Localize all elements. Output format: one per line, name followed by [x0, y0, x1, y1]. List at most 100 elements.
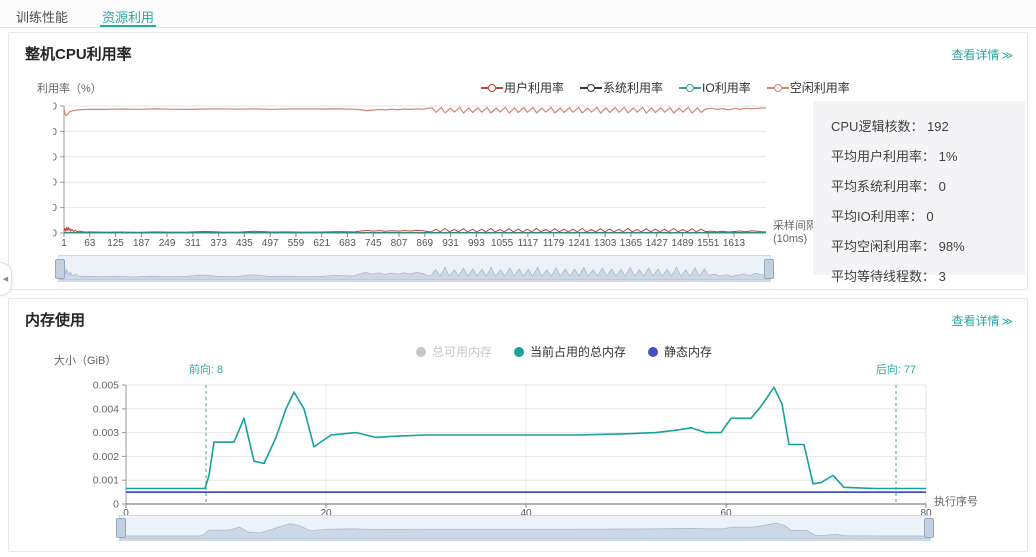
tab-bar: 训练性能 资源利用	[0, 0, 1036, 28]
legend-circle-icon	[686, 83, 695, 92]
tab-training-performance[interactable]: 训练性能	[16, 10, 69, 25]
cpu-datazoom-preview	[59, 263, 770, 281]
legend-label: 静态内存	[664, 345, 713, 359]
svg-text:559: 559	[288, 238, 305, 249]
legend-item-total-available-memory[interactable]: 总可用内存	[416, 343, 492, 360]
stat-avg-waiting-threads: 平均等待线程数： 3	[831, 269, 946, 284]
svg-text:869: 869	[416, 238, 433, 249]
svg-text:0.003: 0.003	[93, 427, 119, 439]
svg-text:80: 80	[53, 126, 57, 138]
x-unit-line1: 采样间隔	[773, 220, 817, 232]
datazoom-right-handle[interactable]	[764, 258, 774, 279]
legend-item-idle-utilization[interactable]: 空闲利用率	[766, 79, 850, 96]
stat-avg-idle-utilization: 平均空闲利用率： 98%	[831, 239, 965, 254]
view-details-link[interactable]: 查看详情 ≫	[951, 46, 1013, 63]
legend-label: 系统利用率	[603, 81, 664, 95]
legend-label: 用户利用率	[504, 81, 565, 95]
legend-label: 总可用内存	[432, 345, 493, 359]
memory-chart-canvas[interactable]: 0 0.001 0.002 0.003 0.004 0.005 0 20 40 60 80 前向: 8…	[56, 359, 961, 519]
svg-text:187: 187	[133, 238, 150, 249]
double-arrow-icon: ≫	[1001, 316, 1013, 328]
svg-text:497: 497	[262, 238, 279, 249]
legend-item-io-utilization[interactable]: IO利用率	[679, 79, 751, 96]
memory-chart-legend: 总可用内存 当前占用的总内存 静态内存	[416, 343, 712, 360]
memory-usage-panel: 内存使用 查看详情 ≫ 总可用内存 当前占用的总内存 静态内存 大小（GiB） 0…	[8, 298, 1028, 552]
memory-x-axis-label: 执行序号	[934, 496, 978, 508]
panel-title: 内存使用	[25, 312, 86, 329]
legend-item-user-utilization[interactable]: 用户利用率	[481, 79, 564, 96]
cpu-datazoom-slider[interactable]	[55, 255, 774, 282]
svg-text:40: 40	[520, 508, 532, 519]
legend-label: 空闲利用率	[789, 81, 850, 95]
panel-title: 整机CPU利用率	[25, 46, 132, 63]
datazoom-right-handle[interactable]	[924, 518, 934, 538]
legend-circle-icon	[773, 83, 782, 92]
datazoom-left-handle[interactable]	[55, 258, 65, 279]
svg-text:100: 100	[53, 101, 57, 113]
svg-text:1179: 1179	[543, 238, 565, 249]
svg-text:0.004: 0.004	[93, 403, 119, 415]
svg-text:0.002: 0.002	[93, 451, 119, 463]
legend-label: 当前占用的总内存	[530, 345, 627, 359]
svg-text:80: 80	[920, 508, 932, 519]
svg-text:745: 745	[365, 238, 382, 249]
svg-text:0.005: 0.005	[93, 380, 119, 392]
memory-y-axis-label: 大小（GiB）	[54, 355, 117, 367]
cpu-utilization-panel: 整机CPU利用率 查看详情 ≫ 用户利用率 系统利用率 IO利用率 空闲利用率 利…	[8, 32, 1028, 314]
svg-text:1: 1	[61, 238, 67, 249]
x-unit-line2: (10ms)	[773, 233, 808, 245]
svg-text:0: 0	[53, 228, 57, 240]
svg-text:1055: 1055	[491, 238, 514, 249]
stat-cpu-logical-cores: CPU逻辑核数： 192	[831, 119, 949, 134]
stat-avg-system-utilization: 平均系统利用率： 0	[831, 179, 946, 194]
svg-text:1117: 1117	[517, 238, 538, 249]
cpu-chart-canvas[interactable]: 0 20 40 60 80 100 1 63 125 187 249 311 373 435 497 559 6…	[53, 97, 779, 249]
cpu-y-axis-label: 利用率（%）	[37, 83, 102, 95]
legend-label: IO利用率	[702, 81, 751, 95]
svg-text:435: 435	[236, 238, 253, 249]
svg-text:60: 60	[720, 508, 732, 519]
svg-text:1427: 1427	[646, 238, 669, 249]
collapse-sidebar-handle[interactable]: ◀	[0, 262, 12, 296]
svg-text:后向: 77: 后向: 77	[876, 362, 916, 376]
chevron-left-icon: ◀	[2, 275, 9, 283]
datazoom-left-handle[interactable]	[116, 518, 126, 538]
svg-text:63: 63	[84, 238, 96, 249]
view-details-label: 查看详情	[951, 48, 1000, 62]
svg-text:1551: 1551	[697, 238, 720, 249]
cpu-x-axis-unit-label: 采样间隔 (10ms)	[773, 220, 817, 246]
legend-item-system-utilization[interactable]: 系统利用率	[580, 79, 663, 96]
svg-text:1489: 1489	[671, 238, 694, 249]
view-details-link[interactable]: 查看详情 ≫	[951, 312, 1013, 329]
svg-text:60: 60	[53, 151, 57, 163]
legend-item-current-used-memory[interactable]: 当前占用的总内存	[514, 343, 626, 360]
svg-text:683: 683	[339, 238, 356, 249]
legend-circle-icon	[488, 83, 496, 92]
svg-text:前向: 8: 前向: 8	[189, 362, 223, 376]
memory-datazoom-slider[interactable]	[116, 515, 934, 541]
svg-text:125: 125	[107, 238, 124, 249]
svg-text:0.001: 0.001	[93, 475, 119, 487]
svg-text:621: 621	[313, 238, 330, 249]
svg-text:20: 20	[320, 508, 332, 519]
svg-text:1365: 1365	[620, 238, 643, 249]
view-details-label: 查看详情	[951, 314, 1000, 328]
svg-text:20: 20	[53, 202, 57, 214]
double-arrow-icon: ≫	[1001, 50, 1013, 62]
svg-text:0: 0	[123, 508, 129, 519]
cpu-chart-legend: 用户利用率 系统利用率 IO利用率 空闲利用率	[481, 79, 850, 96]
svg-text:40: 40	[53, 177, 57, 189]
stat-avg-user-utilization: 平均用户利用率： 1%	[831, 149, 958, 164]
tab-resource-utilization[interactable]: 资源利用	[100, 0, 157, 27]
legend-item-static-memory[interactable]: 静态内存	[648, 343, 712, 360]
svg-text:373: 373	[210, 238, 227, 249]
legend-circle-icon	[587, 83, 596, 92]
svg-text:249: 249	[159, 238, 176, 249]
svg-text:1241: 1241	[568, 238, 591, 249]
svg-text:993: 993	[468, 238, 485, 249]
legend-dot-icon	[514, 346, 525, 357]
memory-datazoom-preview	[120, 522, 930, 540]
svg-text:1303: 1303	[594, 238, 617, 249]
svg-text:311: 311	[185, 238, 201, 249]
svg-text:0: 0	[113, 499, 119, 511]
